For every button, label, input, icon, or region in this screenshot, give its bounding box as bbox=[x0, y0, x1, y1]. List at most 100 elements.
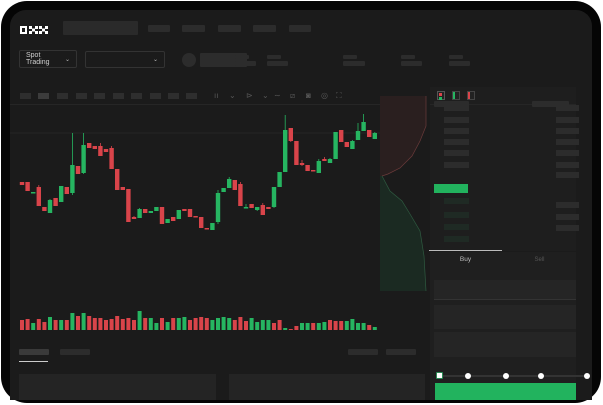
candle-body bbox=[165, 219, 170, 223]
order-book-row-amount bbox=[556, 172, 579, 178]
slider-mark-100[interactable] bbox=[584, 373, 590, 379]
chevron-down-icon[interactable]: ⌄ bbox=[229, 91, 236, 100]
slider-mark-25[interactable] bbox=[465, 373, 471, 379]
timeframe-button[interactable] bbox=[38, 93, 49, 99]
tab-buy[interactable]: Buy bbox=[459, 256, 472, 263]
candle-body bbox=[31, 192, 36, 194]
nav-item[interactable] bbox=[289, 25, 311, 32]
tab-sell[interactable]: Sell bbox=[534, 257, 545, 263]
nav-item[interactable] bbox=[182, 25, 205, 32]
candle-body bbox=[25, 182, 30, 191]
order-book-row-price[interactable] bbox=[444, 212, 469, 218]
timeframe-button[interactable] bbox=[57, 93, 68, 99]
stat-value bbox=[449, 61, 470, 66]
candle-body bbox=[327, 159, 333, 163]
volume-bar bbox=[216, 318, 220, 330]
candle-body bbox=[271, 187, 277, 207]
volume-bar bbox=[59, 320, 64, 330]
order-book-row-price[interactable] bbox=[444, 198, 469, 204]
volume-bar bbox=[98, 318, 103, 330]
candle-body bbox=[344, 142, 349, 147]
tab-order-history[interactable] bbox=[60, 349, 90, 355]
book-asks-icon[interactable] bbox=[467, 91, 475, 100]
market-type-select[interactable]: Spot Trading ⌄ bbox=[19, 50, 77, 68]
book-both-icon[interactable] bbox=[437, 91, 445, 100]
draw-icon[interactable]: ⊳ bbox=[246, 91, 253, 100]
candle-body bbox=[232, 180, 237, 190]
candle-body bbox=[103, 149, 109, 152]
volume-bar bbox=[232, 320, 237, 330]
order-book-row-price[interactable] bbox=[444, 105, 469, 111]
indicator-icon[interactable]: ıı bbox=[214, 91, 219, 100]
order-book-row-price[interactable] bbox=[444, 150, 469, 156]
candle-body bbox=[215, 193, 221, 222]
amount-input[interactable] bbox=[434, 305, 576, 329]
candle-body bbox=[266, 207, 271, 209]
slider-handle[interactable] bbox=[436, 372, 443, 379]
volume-bar bbox=[272, 323, 276, 330]
timeframe-button[interactable] bbox=[150, 93, 161, 99]
volume-bar bbox=[288, 329, 293, 330]
candle-body bbox=[316, 161, 321, 173]
candle-body bbox=[305, 165, 310, 171]
candle-body bbox=[355, 131, 361, 140]
volume-bar bbox=[104, 320, 108, 330]
nav-item[interactable] bbox=[253, 25, 276, 32]
volume-bar bbox=[266, 320, 271, 330]
camera-icon[interactable]: ◙ bbox=[306, 91, 311, 100]
ruler-icon[interactable]: ⧄ bbox=[290, 91, 296, 100]
candle-body bbox=[87, 143, 92, 148]
order-book-row-price[interactable] bbox=[444, 128, 469, 134]
slider-mark-50[interactable] bbox=[503, 373, 509, 379]
pair-select[interactable]: ⌄ bbox=[85, 51, 165, 68]
fullscreen-icon[interactable]: ⛶ bbox=[336, 91, 342, 100]
order-book-row-price[interactable] bbox=[444, 236, 469, 242]
candle-body bbox=[109, 148, 114, 169]
stat-label bbox=[343, 55, 357, 59]
volume-bar bbox=[328, 320, 332, 330]
candle-body bbox=[81, 145, 86, 173]
line-icon[interactable]: ∼ bbox=[274, 91, 281, 100]
candle-body bbox=[322, 159, 327, 161]
timeframe-button[interactable] bbox=[186, 93, 197, 99]
candle-body bbox=[143, 209, 148, 213]
depth-bids-line bbox=[381, 175, 427, 291]
timeframe-button[interactable] bbox=[76, 93, 87, 99]
candle-body bbox=[176, 210, 181, 219]
volume-bar bbox=[25, 319, 30, 330]
nav-item[interactable] bbox=[148, 25, 170, 32]
timeframe-button[interactable] bbox=[20, 93, 31, 99]
settings-icon[interactable]: ◎ bbox=[321, 91, 328, 100]
tab-open-orders[interactable] bbox=[19, 349, 49, 355]
candle-body bbox=[255, 207, 260, 210]
total-input[interactable] bbox=[434, 332, 576, 357]
volume-bar bbox=[344, 321, 349, 330]
search-bar[interactable] bbox=[63, 21, 138, 35]
volume-bar bbox=[182, 317, 187, 330]
order-book-row-price[interactable] bbox=[444, 117, 469, 123]
price-input[interactable] bbox=[434, 280, 576, 300]
candle-body bbox=[283, 130, 288, 172]
nav-item[interactable] bbox=[218, 25, 241, 32]
timeframe-button[interactable] bbox=[94, 93, 105, 99]
candle-body bbox=[260, 205, 265, 215]
timeframe-button[interactable] bbox=[113, 93, 124, 99]
chevron-down-icon[interactable]: ⌄ bbox=[262, 91, 269, 100]
slider-mark-75[interactable] bbox=[538, 373, 544, 379]
order-book-row-price[interactable] bbox=[444, 162, 469, 168]
filter-button[interactable] bbox=[386, 349, 416, 355]
book-bids-icon[interactable] bbox=[452, 91, 460, 100]
candle-body bbox=[75, 166, 81, 174]
candle-body bbox=[204, 228, 209, 230]
candle-body bbox=[277, 172, 282, 187]
buy-button[interactable] bbox=[435, 383, 576, 400]
order-book-row-price[interactable] bbox=[444, 139, 469, 145]
depth-asks-area bbox=[380, 96, 426, 176]
volume-bar bbox=[81, 313, 86, 330]
volume-bar bbox=[154, 323, 159, 330]
order-book-row-price[interactable] bbox=[444, 224, 469, 230]
timeframe-button[interactable] bbox=[168, 93, 179, 99]
slider-track[interactable] bbox=[439, 375, 587, 377]
filter-button[interactable] bbox=[348, 349, 378, 355]
timeframe-button[interactable] bbox=[131, 93, 142, 99]
